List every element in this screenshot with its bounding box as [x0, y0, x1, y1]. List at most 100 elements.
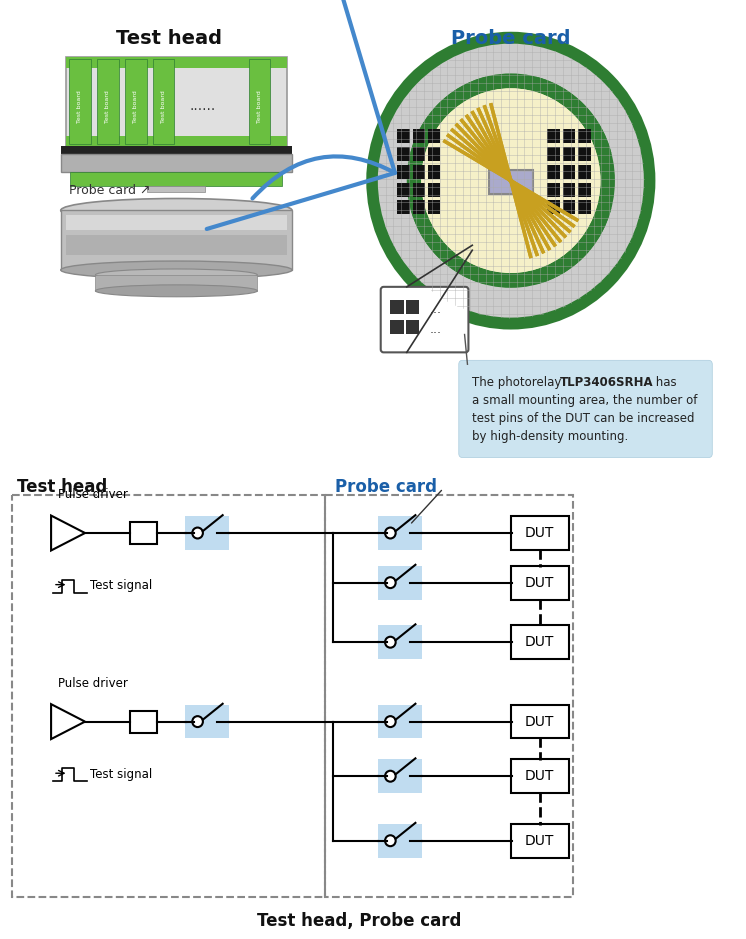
Bar	[548, 201, 560, 214]
FancyBboxPatch shape	[489, 170, 533, 193]
Bar	[377, 705, 422, 738]
Circle shape	[385, 716, 395, 727]
Bar	[66, 215, 287, 230]
Bar	[413, 201, 425, 214]
FancyBboxPatch shape	[511, 566, 568, 599]
FancyBboxPatch shape	[511, 824, 568, 857]
Wedge shape	[410, 77, 487, 156]
Bar	[548, 164, 560, 178]
Bar	[578, 146, 591, 161]
Bar	[60, 154, 292, 172]
Wedge shape	[410, 205, 487, 285]
Ellipse shape	[60, 198, 292, 223]
Bar	[69, 58, 90, 144]
Bar	[148, 186, 205, 192]
Bar	[548, 164, 560, 178]
Bar	[578, 146, 591, 161]
Bar	[563, 201, 575, 214]
Bar	[563, 146, 575, 161]
Circle shape	[385, 577, 395, 588]
Bar	[428, 201, 440, 214]
Bar	[413, 129, 425, 143]
Bar	[563, 164, 575, 178]
Bar	[413, 201, 425, 214]
Text: The photorelay: The photorelay	[472, 377, 565, 389]
Text: Pulse driver: Pulse driver	[58, 677, 128, 690]
Ellipse shape	[60, 261, 292, 279]
Bar	[578, 164, 591, 178]
Bar	[428, 182, 440, 196]
Bar	[66, 236, 287, 255]
Circle shape	[385, 528, 395, 538]
Bar	[413, 164, 425, 178]
Bar	[428, 201, 440, 214]
Text: TLP3406SRHA: TLP3406SRHA	[560, 377, 653, 389]
Wedge shape	[534, 205, 612, 285]
Bar	[578, 164, 591, 178]
Text: Test head, Probe card: Test head, Probe card	[257, 912, 462, 930]
Bar	[413, 182, 425, 196]
Bar	[397, 164, 410, 178]
Circle shape	[366, 32, 656, 330]
Circle shape	[385, 771, 395, 781]
FancyBboxPatch shape	[511, 516, 568, 550]
Bar	[377, 625, 422, 659]
Text: Test board: Test board	[134, 90, 139, 123]
Bar	[377, 824, 422, 857]
Bar	[66, 56, 287, 69]
Bar	[397, 146, 410, 161]
Bar	[377, 516, 422, 550]
Circle shape	[192, 528, 203, 538]
Bar	[428, 129, 440, 143]
Bar	[563, 182, 575, 196]
Bar	[563, 146, 575, 161]
Bar	[548, 182, 560, 196]
Bar	[413, 129, 425, 143]
Bar	[563, 182, 575, 196]
Bar	[413, 146, 425, 161]
Bar	[125, 58, 146, 144]
Bar	[248, 58, 270, 144]
Bar	[548, 201, 560, 214]
Bar	[428, 164, 440, 178]
Text: DUT: DUT	[525, 715, 554, 729]
Text: test pins of the DUT can be increased: test pins of the DUT can be increased	[472, 412, 695, 425]
Bar	[397, 201, 410, 214]
Bar	[578, 182, 591, 196]
Bar	[397, 129, 410, 143]
Bar	[428, 146, 440, 161]
Bar	[377, 566, 422, 599]
Bar	[413, 164, 425, 178]
Text: a small mounting area, the number of: a small mounting area, the number of	[472, 394, 698, 407]
Text: ...: ...	[430, 303, 442, 316]
Circle shape	[377, 43, 644, 317]
Text: ......: ......	[189, 100, 216, 114]
Bar	[70, 172, 283, 186]
Text: DUT: DUT	[525, 526, 554, 540]
Bar	[428, 146, 440, 161]
Bar	[413, 146, 425, 161]
Text: Pulse driver: Pulse driver	[58, 488, 128, 501]
Text: Test signal: Test signal	[90, 768, 152, 780]
Circle shape	[407, 73, 615, 288]
Text: ...: ...	[430, 323, 442, 336]
Bar	[578, 129, 591, 143]
Bar	[60, 210, 292, 270]
Bar	[397, 182, 410, 196]
Text: Test head: Test head	[17, 479, 107, 497]
Text: DUT: DUT	[525, 576, 554, 590]
Text: Test signal: Test signal	[90, 579, 152, 593]
Ellipse shape	[95, 269, 257, 281]
Text: Test board: Test board	[78, 90, 83, 123]
Text: DUT: DUT	[525, 635, 554, 649]
Bar	[66, 56, 287, 146]
Bar	[130, 522, 157, 544]
Text: Probe card: Probe card	[336, 479, 437, 497]
Text: Test board: Test board	[105, 90, 110, 123]
Text: by high-density mounting.: by high-density mounting.	[472, 430, 629, 443]
Bar	[397, 182, 410, 196]
Bar	[548, 129, 560, 143]
Bar	[548, 146, 560, 161]
Bar	[548, 129, 560, 143]
Bar	[428, 129, 440, 143]
